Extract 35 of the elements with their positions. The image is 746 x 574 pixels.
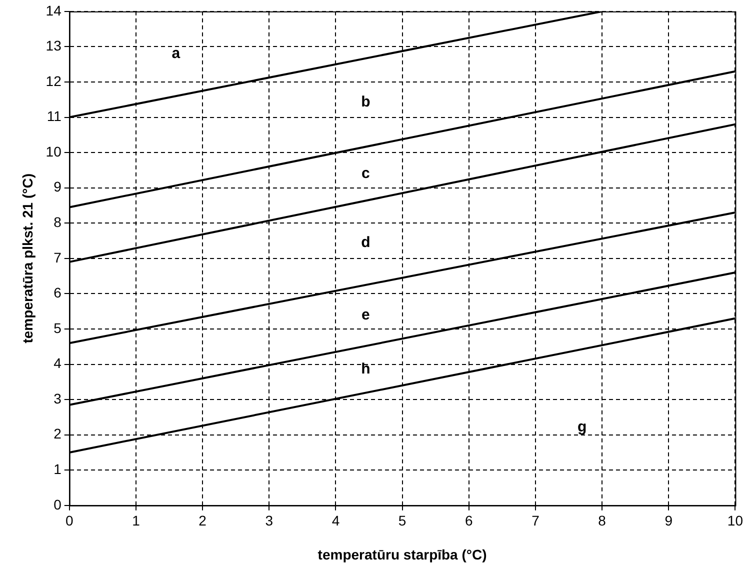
annotation: b	[361, 94, 370, 111]
x-axis-title: temperatūru starpība (°C)	[318, 546, 487, 562]
y-tick-label: 11	[46, 108, 62, 124]
y-tick-label: 0	[54, 496, 62, 512]
y-tick-label: 10	[46, 143, 62, 160]
y-tick-label: 6	[54, 284, 62, 301]
annotation: e	[362, 306, 370, 324]
annotation: d	[361, 234, 370, 251]
x-tick-label: 3	[265, 512, 274, 529]
y-tick-label: 4	[54, 355, 62, 372]
x-tick-label: 8	[598, 512, 606, 529]
x-tick-label: 7	[532, 512, 540, 529]
annotation: c	[362, 164, 370, 182]
y-tick-label: 7	[54, 249, 62, 266]
x-tick-label: 2	[198, 512, 207, 529]
y-tick-label: 8	[54, 214, 62, 230]
x-tick-label: 6	[464, 512, 473, 529]
x-tick-label: 5	[398, 512, 406, 529]
x-tick-label: 1	[132, 512, 140, 529]
y-tick-label: 3	[54, 390, 62, 406]
y-tick-label: 5	[54, 320, 62, 336]
y-tick-label: 12	[46, 72, 62, 89]
annotation: h	[361, 360, 370, 378]
y-tick-label: 9	[54, 178, 62, 195]
y-tick-label: 14	[46, 2, 62, 18]
x-tick-label: 10	[727, 512, 744, 529]
x-tick-label: 4	[332, 512, 340, 529]
x-tick-label: 0	[65, 512, 74, 529]
annotation: a	[172, 44, 181, 62]
y-tick-label: 2	[54, 426, 62, 442]
y-tick-label: 13	[46, 38, 62, 54]
x-tick-label: 9	[664, 512, 673, 529]
y-tick-label: 1	[54, 460, 62, 477]
y-axis-title: temperatūra plkst. 21 (°C)	[19, 174, 36, 344]
annotation: g	[577, 418, 587, 436]
